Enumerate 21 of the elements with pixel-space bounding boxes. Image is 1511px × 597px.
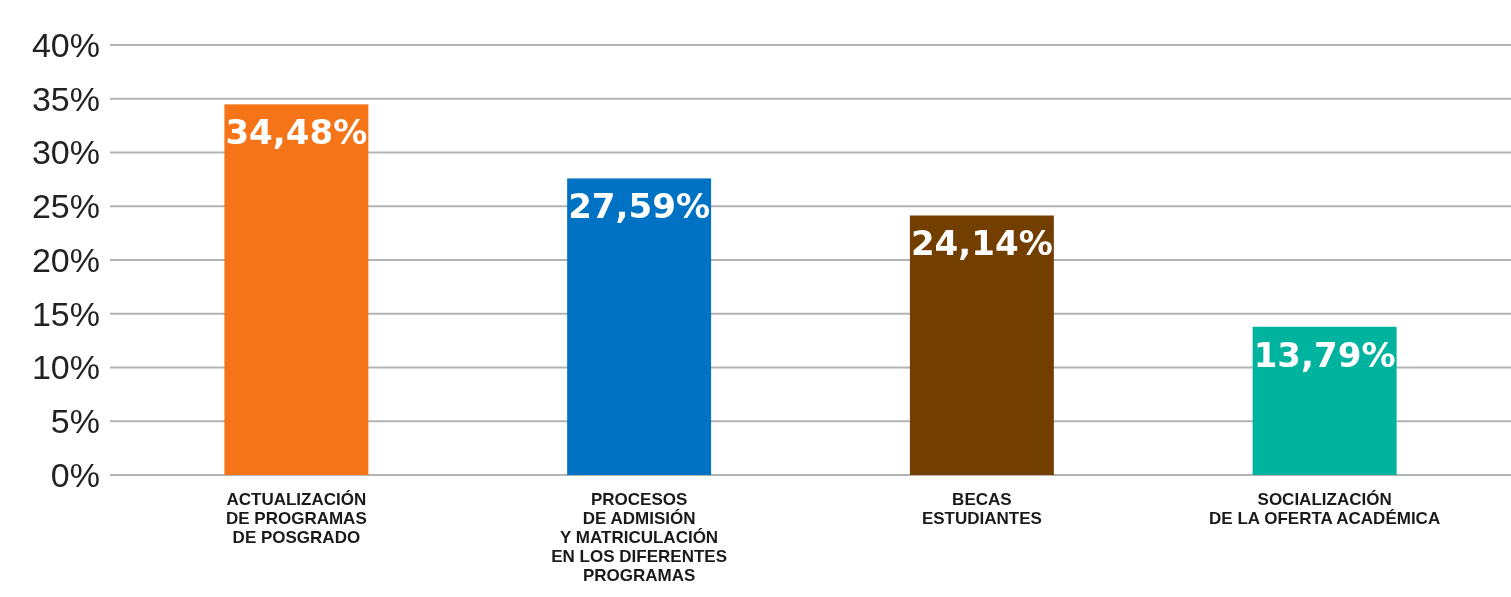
y-tick-label: 0%	[50, 455, 100, 494]
data-label: 13,79%	[1253, 334, 1396, 375]
y-tick-label: 25%	[31, 187, 100, 226]
bar	[224, 104, 369, 475]
y-tick-label: 20%	[31, 240, 100, 279]
data-label: 27,59%	[568, 186, 711, 227]
data-label: 24,14%	[910, 223, 1053, 264]
data-label: 34,48%	[225, 112, 368, 153]
bar	[567, 178, 712, 475]
y-tick-label: 40%	[31, 25, 100, 64]
y-tick-label: 5%	[50, 402, 100, 441]
y-tick-label: 30%	[31, 133, 100, 172]
y-tick-label: 35%	[31, 79, 100, 118]
bar	[909, 215, 1054, 475]
x-tick-label: BECAS ESTUDIANTES	[921, 490, 1042, 528]
bar	[1252, 326, 1397, 475]
x-tick-label: PROCESOS DE ADMISIÓN Y MATRICULACIÓN EN LOS DIFERENTES PROGRAMAS	[551, 490, 727, 585]
x-tick-label: SOCIALIZACIÓN DE LA OFERTA ACADÉMICA	[1209, 490, 1441, 528]
x-tick-label: ACTUALIZACIÓN DE PROGRAMAS DE POSGRADO	[226, 490, 367, 547]
y-tick-label: 10%	[31, 348, 100, 387]
y-tick-label: 15%	[31, 294, 100, 333]
